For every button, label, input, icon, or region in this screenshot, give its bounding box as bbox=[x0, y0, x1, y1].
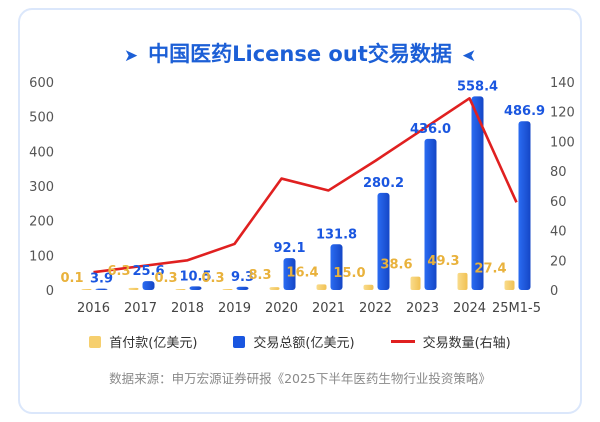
data-label-upfront: 16.4 bbox=[286, 265, 318, 280]
chart-title-row: ➤ 中国医药License out交易数据 ➤ bbox=[0, 38, 600, 68]
bar-total bbox=[330, 244, 343, 290]
legend-label-count: 交易数量(右轴) bbox=[422, 336, 511, 351]
bar-total bbox=[377, 192, 390, 290]
right-axis-tick-label: 0 bbox=[550, 284, 558, 299]
x-axis-tick-label: 2018 bbox=[171, 301, 204, 316]
data-label-total: 10.5 bbox=[179, 269, 211, 284]
x-axis-tick-label: 2021 bbox=[312, 301, 345, 316]
bar-upfront bbox=[222, 289, 233, 290]
left-axis-tick-label: 0 bbox=[46, 284, 54, 299]
data-label-total: 92.1 bbox=[273, 241, 305, 256]
legend-label-upfront: 首付款(亿美元) bbox=[109, 336, 198, 351]
data-label-upfront: 38.6 bbox=[380, 258, 412, 273]
right-axis-tick-label: 20 bbox=[550, 254, 567, 269]
x-axis-tick-label: 2023 bbox=[406, 301, 439, 316]
right-axis-tick-label: 40 bbox=[550, 225, 567, 240]
x-axis-tick-label: 2017 bbox=[124, 301, 157, 316]
x-axis-tick-label: 2020 bbox=[265, 301, 298, 316]
data-label-upfront: 8.3 bbox=[248, 268, 271, 283]
bar-upfront bbox=[363, 284, 374, 290]
bar-total bbox=[189, 286, 202, 290]
bar-upfront bbox=[128, 287, 139, 290]
left-axis-tick-label: 100 bbox=[29, 249, 54, 264]
data-label-upfront: 49.3 bbox=[427, 254, 459, 269]
right-axis-tick-label: 140 bbox=[550, 76, 575, 91]
data-label-total: 131.8 bbox=[316, 227, 357, 242]
x-axis-tick-label: 2022 bbox=[359, 301, 392, 316]
x-axis-tick-label: 25M1-5 bbox=[492, 301, 541, 316]
bar-upfront bbox=[175, 289, 186, 290]
left-axis-tick-label: 400 bbox=[29, 145, 54, 160]
data-label-upfront: 0.3 bbox=[201, 271, 224, 286]
left-axis-tick-label: 600 bbox=[29, 76, 54, 91]
x-axis-tick-label: 2016 bbox=[77, 301, 110, 316]
right-axis-tick-label: 120 bbox=[550, 106, 575, 121]
bar-total bbox=[142, 281, 155, 290]
right-axis-tick-label: 80 bbox=[550, 165, 567, 180]
bar-total bbox=[518, 121, 531, 290]
data-label-upfront: 15.0 bbox=[333, 266, 365, 281]
legend-item-count: 交易数量(右轴) bbox=[390, 332, 511, 351]
data-label-upfront: 6.3 bbox=[107, 264, 130, 279]
data-label-total: 280.2 bbox=[363, 176, 404, 191]
bar-upfront bbox=[81, 289, 92, 290]
chart-title: 中国医药License out交易数据 bbox=[148, 42, 452, 66]
legend-swatch-count bbox=[390, 340, 415, 343]
bar-total bbox=[283, 258, 296, 290]
bar-upfront bbox=[410, 276, 421, 290]
legend-item-upfront: 首付款(亿美元) bbox=[89, 332, 197, 351]
legend-item-total: 交易总额(亿美元) bbox=[233, 332, 355, 351]
right-axis-tick-label: 100 bbox=[550, 135, 575, 150]
bar-upfront bbox=[269, 287, 280, 290]
bar-upfront bbox=[316, 284, 327, 290]
data-label-total: 25.6 bbox=[132, 264, 164, 279]
legend-label-total: 交易总额(亿美元) bbox=[253, 336, 355, 351]
right-axis-tick-label: 60 bbox=[550, 195, 567, 210]
data-label-total: 9.3 bbox=[231, 270, 254, 285]
data-label-total: 3.9 bbox=[90, 272, 113, 287]
data-label-upfront: 0.1 bbox=[60, 271, 83, 286]
bar-total bbox=[471, 96, 484, 291]
left-axis-tick-label: 200 bbox=[29, 215, 54, 230]
line-deal-count bbox=[93, 97, 518, 274]
bar-total bbox=[95, 288, 108, 290]
data-label-upfront: 0.3 bbox=[154, 271, 177, 286]
bar-upfront bbox=[457, 272, 468, 290]
legend-swatch-total bbox=[233, 335, 246, 348]
data-label-upfront: 27.4 bbox=[474, 262, 506, 277]
data-label-total: 436.0 bbox=[410, 122, 451, 137]
left-axis-tick-label: 300 bbox=[29, 180, 54, 195]
data-label-total: 486.9 bbox=[504, 104, 545, 119]
bar-upfront bbox=[504, 280, 515, 290]
bar-total bbox=[236, 286, 249, 290]
chart-card bbox=[18, 8, 582, 414]
bar-total bbox=[424, 138, 437, 290]
x-axis-tick-label: 2024 bbox=[453, 301, 486, 316]
data-label-total: 558.4 bbox=[457, 79, 498, 94]
x-axis-tick-label: 2019 bbox=[218, 301, 251, 316]
left-axis-tick-label: 500 bbox=[29, 111, 54, 126]
chevron-right-icon: ➤ bbox=[123, 46, 139, 66]
legend-swatch-upfront bbox=[89, 335, 102, 348]
data-source-note: 数据来源：申万宏源证券研报《2025下半年医药生物行业投资策略》 bbox=[109, 371, 491, 386]
chart-legend: 首付款(亿美元) 交易总额(亿美元) 交易数量(右轴) bbox=[0, 332, 600, 351]
